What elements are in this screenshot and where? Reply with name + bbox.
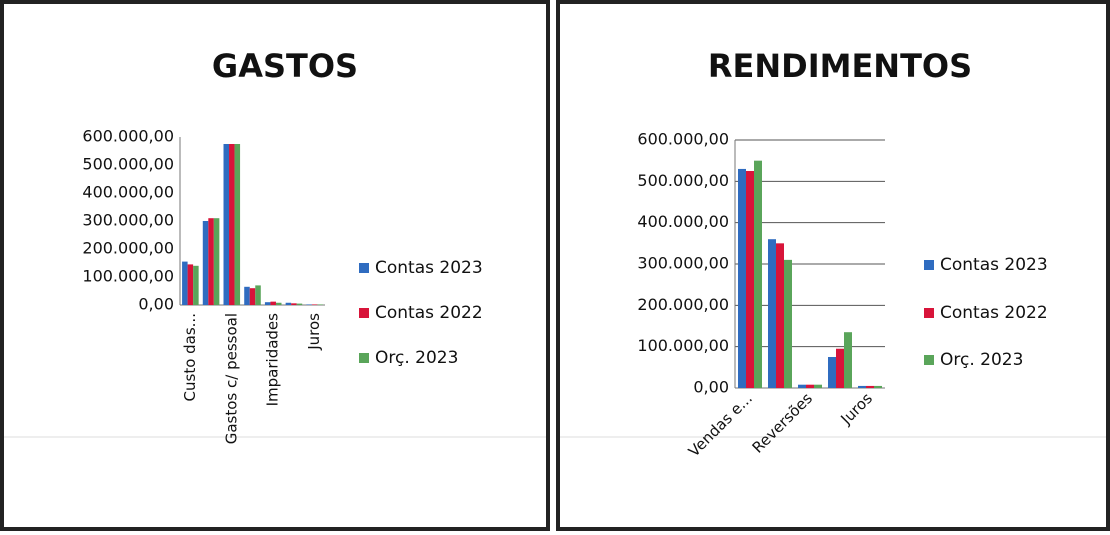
y-tick-label: 400.000,00 [637, 212, 729, 231]
y-tick-label: 100.000,00 [637, 336, 729, 355]
y-tick-label: 100.000,00 [82, 267, 174, 286]
x-tick-label: Gastos c/ pessoal [222, 313, 240, 444]
y-tick-label: 0,00 [693, 378, 729, 397]
legend-label: Contas 2022 [940, 303, 1048, 323]
bar [317, 304, 323, 305]
bar [223, 144, 230, 305]
bar [255, 285, 261, 305]
legend-swatch [924, 260, 934, 270]
y-tick-label: 300.000,00 [82, 211, 174, 230]
legend-swatch [359, 308, 369, 318]
legend-swatch [359, 263, 369, 273]
bar [264, 302, 271, 305]
legend-swatch [359, 353, 369, 363]
bar [208, 218, 214, 305]
y-tick-label: 400.000,00 [82, 183, 174, 202]
x-tick-label: Custo das... [181, 313, 199, 401]
bar [784, 259, 792, 388]
bar [202, 221, 209, 305]
bar [828, 357, 836, 388]
bar [806, 384, 814, 388]
bar [306, 304, 312, 305]
chart-title: RENDIMENTOS [708, 47, 972, 85]
bar [814, 384, 822, 388]
bar [874, 385, 882, 388]
y-tick-label: 200.000,00 [82, 239, 174, 258]
bar [858, 385, 866, 388]
bar [213, 218, 220, 305]
legend-label: Orç. 2023 [375, 348, 458, 368]
bar [311, 304, 318, 305]
bar [291, 303, 297, 305]
chart-title: GASTOS [212, 47, 358, 85]
bar [844, 332, 852, 388]
bar [249, 288, 256, 305]
bar [182, 261, 188, 305]
bar [244, 286, 250, 305]
y-tick-label: 300.000,00 [637, 254, 729, 273]
bar [285, 302, 292, 305]
y-tick-label: 600.000,00 [637, 130, 729, 149]
bar [234, 144, 241, 305]
bar [229, 144, 235, 305]
bar [776, 243, 784, 388]
bar [270, 301, 276, 305]
y-tick-label: 0,00 [138, 295, 174, 314]
panel [0, 0, 550, 531]
bar [296, 303, 303, 305]
legend-label: Contas 2023 [375, 258, 483, 278]
x-tick-label: Imparidades [264, 313, 282, 407]
bar [746, 171, 754, 388]
legend-swatch [924, 355, 934, 365]
bar [738, 168, 746, 388]
bar [193, 265, 199, 305]
legend-label: Contas 2022 [375, 303, 483, 323]
y-tick-label: 500.000,00 [82, 155, 174, 174]
y-tick-label: 600.000,00 [82, 127, 174, 146]
panel [556, 0, 1110, 531]
bar [768, 239, 776, 388]
bar [866, 385, 874, 388]
legend-label: Contas 2023 [940, 255, 1048, 275]
bar [275, 302, 282, 305]
bar [836, 348, 844, 388]
legend-swatch [924, 308, 934, 318]
legend-label: Orç. 2023 [940, 350, 1023, 370]
y-tick-label: 200.000,00 [637, 295, 729, 314]
bar [187, 264, 194, 305]
bar [754, 160, 762, 388]
y-tick-label: 500.000,00 [637, 171, 729, 190]
bar [798, 384, 806, 388]
x-tick-label: Juros [305, 313, 323, 351]
